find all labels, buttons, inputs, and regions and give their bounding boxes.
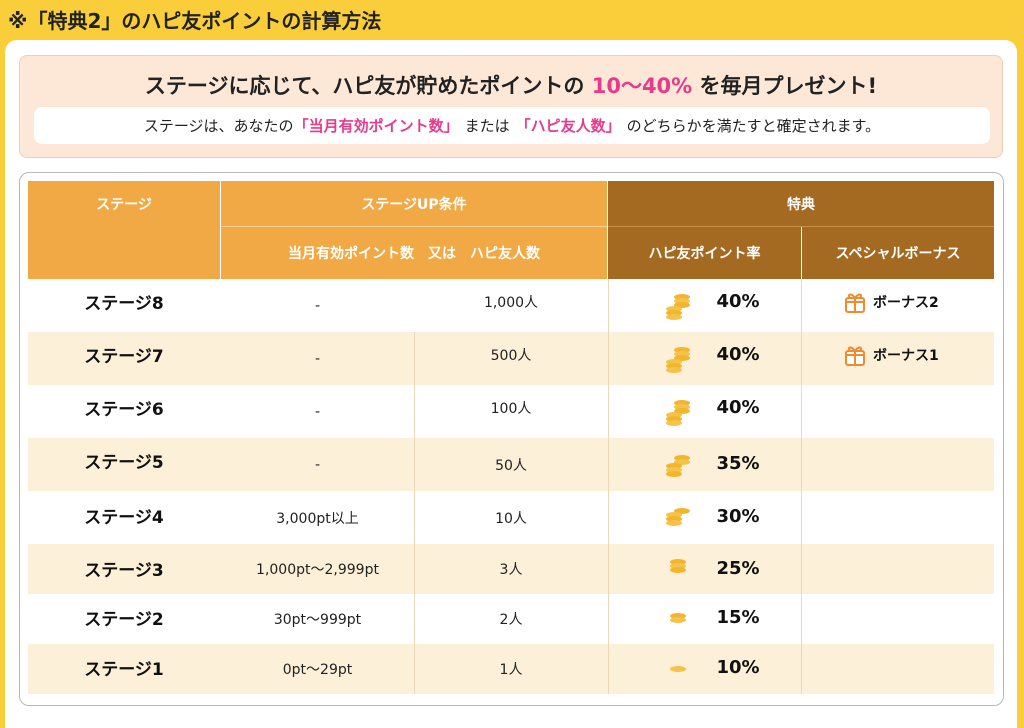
stage-label: ステージ3 bbox=[84, 560, 164, 581]
header-benefit: 特典 bbox=[608, 181, 994, 226]
points-condition: - bbox=[314, 297, 321, 314]
coin-stack-icon bbox=[666, 347, 690, 373]
coin-stack-icon bbox=[666, 455, 690, 477]
header-condition-sub: 当月有効ポイント数 又は ハピ友人数 bbox=[221, 227, 607, 279]
friends-condition: 500人 bbox=[490, 347, 532, 364]
coin-stack-icon bbox=[666, 400, 690, 426]
coin-stack-icon bbox=[670, 666, 686, 672]
gift-icon bbox=[845, 293, 865, 313]
points-condition: 3,000pt以上 bbox=[276, 510, 359, 527]
friends-condition: 100人 bbox=[490, 400, 532, 417]
headline-prefix: ステージに応じて、ハピ友が貯めたポイントの bbox=[144, 74, 585, 98]
stage-label: ステージ8 bbox=[84, 294, 164, 314]
headline-suffix: を毎月プレゼント! bbox=[699, 74, 878, 98]
friends-condition: 50人 bbox=[495, 457, 527, 474]
points-condition: 30pt〜999pt bbox=[273, 612, 362, 628]
headline-highlight: 10〜40% bbox=[591, 74, 693, 98]
rate-value: 35% bbox=[716, 452, 760, 474]
rate-value: 15% bbox=[716, 606, 760, 628]
note-part-2: または bbox=[464, 117, 510, 135]
header-rate: ハピ友ポイント率 bbox=[608, 227, 801, 279]
friends-condition: 1人 bbox=[499, 662, 523, 678]
table-row bbox=[28, 438, 994, 491]
bonus-value: ボーナス2 bbox=[873, 294, 939, 311]
coin-stack-icon bbox=[670, 613, 686, 623]
stage-label: ステージ4 bbox=[84, 507, 164, 528]
intro-note: ステージは、あなたの 「当月有効ポイント数」 または 「ハピ友人数」 のどちらか… bbox=[34, 107, 990, 144]
points-condition: - bbox=[314, 403, 321, 420]
points-condition: - bbox=[314, 456, 321, 473]
note-part-1: ステージは、あなたの bbox=[143, 117, 294, 135]
stage-label: ステージ7 bbox=[84, 347, 164, 367]
rate-value: 40% bbox=[716, 291, 760, 312]
rate-value: 25% bbox=[716, 557, 760, 579]
stage-label: ステージ5 bbox=[84, 453, 164, 473]
header-stage: ステージ bbox=[28, 181, 220, 279]
friends-condition: 10人 bbox=[495, 510, 527, 527]
friends-condition: 3人 bbox=[499, 562, 523, 578]
note-highlight-points: 「当月有効ポイント数」 bbox=[293, 117, 459, 135]
bonus-value: ボーナス1 bbox=[873, 347, 939, 364]
table-row bbox=[28, 644, 994, 694]
intro-headline: ステージに応じて、ハピ友が貯めたポイントの 10〜40% を毎月プレゼント! bbox=[20, 70, 1002, 100]
note-part-3: のどちらかを満たすと確定されます。 bbox=[626, 117, 881, 135]
table-row bbox=[28, 279, 994, 332]
intro-box: ステージに応じて、ハピ友が貯めたポイントの 10〜40% を毎月プレゼント! ス… bbox=[19, 55, 1003, 158]
stage-label: ステージ2 bbox=[84, 609, 164, 630]
friends-condition: 2人 bbox=[499, 612, 523, 628]
note-highlight-friends: 「ハピ友人数」 bbox=[515, 117, 621, 135]
table-row bbox=[28, 594, 994, 644]
points-condition: 1,000pt〜2,999pt bbox=[256, 562, 379, 578]
page-title: ※「特典2」のハピ友ポイントの計算方法 bbox=[8, 8, 382, 33]
stage-label: ステージ1 bbox=[84, 659, 164, 680]
rate-value: 40% bbox=[716, 397, 760, 418]
rate-value: 40% bbox=[716, 344, 760, 365]
table-row bbox=[28, 332, 994, 385]
coin-stack-icon bbox=[666, 294, 690, 320]
table-row bbox=[28, 385, 994, 438]
gift-icon bbox=[845, 346, 865, 366]
points-condition: - bbox=[314, 350, 321, 367]
friends-condition: 1,000人 bbox=[483, 294, 539, 311]
coin-stack-icon bbox=[670, 559, 686, 573]
table-row bbox=[28, 491, 994, 544]
header-condition: ステージUP条件 bbox=[221, 181, 607, 226]
points-condition: 0pt〜29pt bbox=[282, 662, 353, 678]
coin-stack-icon bbox=[666, 508, 690, 526]
rate-value: 30% bbox=[716, 505, 760, 527]
table-row bbox=[28, 544, 994, 594]
header-bonus: スペシャルボーナス bbox=[802, 227, 994, 279]
stage-label: ステージ6 bbox=[84, 400, 164, 420]
rate-value: 10% bbox=[716, 656, 760, 678]
